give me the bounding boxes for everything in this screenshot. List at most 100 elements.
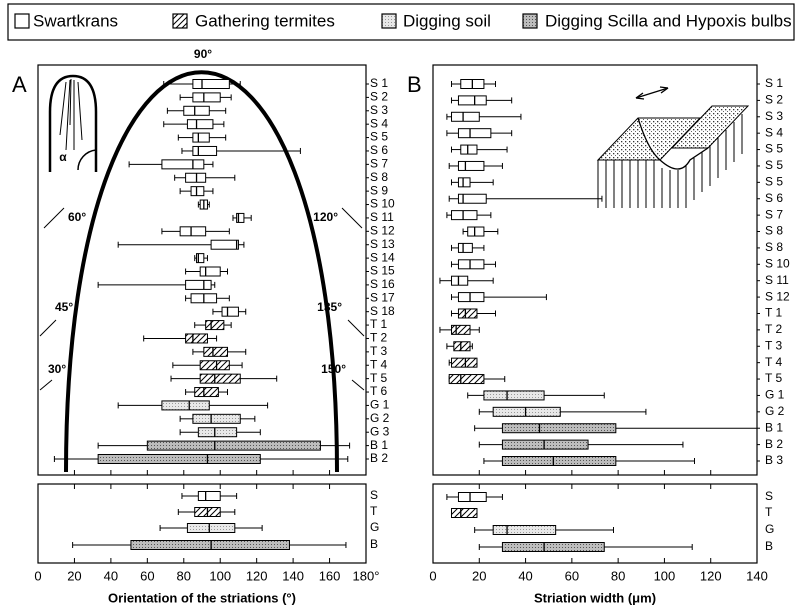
box bbox=[501, 423, 617, 434]
x-axis-title: Orientation of the striations (°) bbox=[108, 590, 296, 605]
box bbox=[501, 542, 605, 552]
row-label: S 7 bbox=[370, 157, 388, 171]
box bbox=[199, 266, 221, 277]
box bbox=[186, 119, 214, 130]
inset-tip bbox=[48, 74, 98, 172]
angle-markers bbox=[39, 207, 365, 391]
box bbox=[467, 226, 485, 237]
row-label: T 3 bbox=[370, 344, 387, 358]
row-label: G 1 bbox=[370, 398, 390, 412]
box bbox=[492, 525, 557, 535]
row-label: S 8 bbox=[765, 240, 783, 254]
row-label: T 6 bbox=[370, 384, 387, 398]
row-label: S 11 bbox=[765, 273, 789, 287]
box bbox=[192, 132, 210, 143]
x-tick-label: 120 bbox=[700, 568, 722, 583]
row-label: G 1 bbox=[765, 388, 785, 402]
summary-label: S bbox=[765, 489, 773, 503]
box bbox=[457, 177, 471, 188]
box bbox=[453, 341, 471, 352]
box bbox=[451, 275, 469, 286]
row-label: S 8 bbox=[765, 224, 783, 238]
x-tick-label: 80 bbox=[611, 568, 625, 583]
box bbox=[192, 145, 218, 156]
legend-swatch bbox=[381, 13, 397, 29]
row-label: B 2 bbox=[370, 451, 388, 465]
summary-label: B bbox=[370, 537, 378, 551]
row-label: T 4 bbox=[370, 357, 387, 371]
annotation: 120° bbox=[313, 210, 338, 224]
row-label: S 5 bbox=[765, 142, 783, 156]
x-tick-label: 80 bbox=[177, 568, 191, 583]
row-label: S 11 bbox=[370, 210, 394, 224]
box bbox=[221, 306, 239, 317]
box bbox=[97, 454, 261, 464]
x-axis-title: Striation width (μm) bbox=[534, 590, 656, 605]
box bbox=[197, 427, 238, 438]
row-label: S 9 bbox=[370, 183, 388, 197]
box bbox=[190, 186, 205, 197]
row-label: S 18 bbox=[370, 304, 395, 318]
row-label: S 14 bbox=[370, 250, 395, 264]
x-tick-label: 100 bbox=[209, 568, 231, 583]
box bbox=[501, 456, 617, 466]
box bbox=[451, 111, 480, 122]
x-tick-label: 60 bbox=[140, 568, 154, 583]
row-label: S 3 bbox=[370, 103, 388, 117]
legend-label: Swartkrans bbox=[33, 11, 118, 30]
row-label: S 12 bbox=[765, 289, 790, 303]
legend-label: Digging Scilla and Hypoxis bulbs bbox=[545, 11, 792, 30]
row-label: S 4 bbox=[765, 125, 783, 139]
row-label: B 1 bbox=[765, 420, 783, 434]
box bbox=[203, 346, 229, 357]
annotation: 45° bbox=[55, 300, 73, 314]
box bbox=[501, 439, 589, 450]
box bbox=[448, 374, 485, 385]
box bbox=[483, 390, 545, 401]
box bbox=[236, 212, 245, 223]
annotation: 60° bbox=[68, 210, 86, 224]
row-label: G 2 bbox=[370, 411, 390, 425]
box bbox=[183, 105, 210, 116]
row-label: S 1 bbox=[370, 76, 388, 90]
box bbox=[196, 253, 205, 264]
plot-frame bbox=[432, 64, 758, 476]
legend-box bbox=[7, 3, 795, 41]
inset-groove bbox=[596, 86, 750, 208]
summary-frame bbox=[432, 483, 758, 564]
row-label: T 4 bbox=[765, 355, 782, 369]
x-tick-label: 100 bbox=[654, 568, 676, 583]
annotation: 135° bbox=[317, 300, 342, 314]
row-label: T 5 bbox=[370, 371, 387, 385]
summary-label: S bbox=[370, 488, 378, 502]
box bbox=[457, 95, 487, 106]
row-label: B 1 bbox=[370, 438, 388, 452]
row-label: T 5 bbox=[765, 371, 782, 385]
box bbox=[197, 491, 221, 501]
box bbox=[185, 172, 207, 183]
x-tick-label: 60 bbox=[565, 568, 579, 583]
box bbox=[457, 492, 487, 502]
legend-swatch bbox=[172, 13, 188, 29]
box bbox=[451, 357, 478, 368]
plot-frame bbox=[37, 64, 367, 476]
annotation: α bbox=[59, 150, 67, 164]
box bbox=[205, 320, 225, 331]
row-label: S 5 bbox=[370, 130, 388, 144]
row-label: S 8 bbox=[370, 170, 388, 184]
x-tick-label: 180° bbox=[353, 568, 380, 583]
row-label: S 13 bbox=[370, 237, 395, 251]
orientation-envelope bbox=[64, 70, 339, 473]
annotation: 90° bbox=[194, 47, 212, 61]
box bbox=[130, 540, 290, 550]
x-tick-label: 160 bbox=[319, 568, 341, 583]
row-label: B 3 bbox=[765, 453, 783, 467]
x-tick-label: 140 bbox=[282, 568, 304, 583]
summary-frame bbox=[37, 483, 367, 564]
box bbox=[199, 360, 230, 371]
row-label: S 5 bbox=[765, 158, 783, 172]
x-tick-label: 120 bbox=[246, 568, 268, 583]
box bbox=[192, 92, 221, 103]
x-tick-label: 40 bbox=[104, 568, 118, 583]
